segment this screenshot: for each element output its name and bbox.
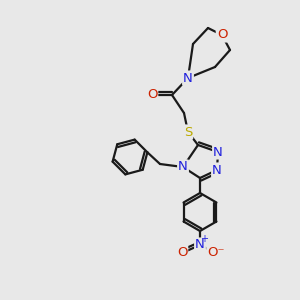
Text: N: N (212, 164, 222, 176)
Text: O⁻: O⁻ (207, 247, 225, 260)
Text: N: N (183, 71, 193, 85)
Text: N: N (213, 146, 223, 158)
Text: S: S (184, 125, 192, 139)
Text: O: O (147, 88, 157, 101)
Text: +: + (200, 234, 208, 244)
Text: O: O (217, 28, 227, 41)
Text: N: N (195, 238, 205, 251)
Text: O: O (177, 247, 187, 260)
Text: N: N (178, 160, 188, 173)
